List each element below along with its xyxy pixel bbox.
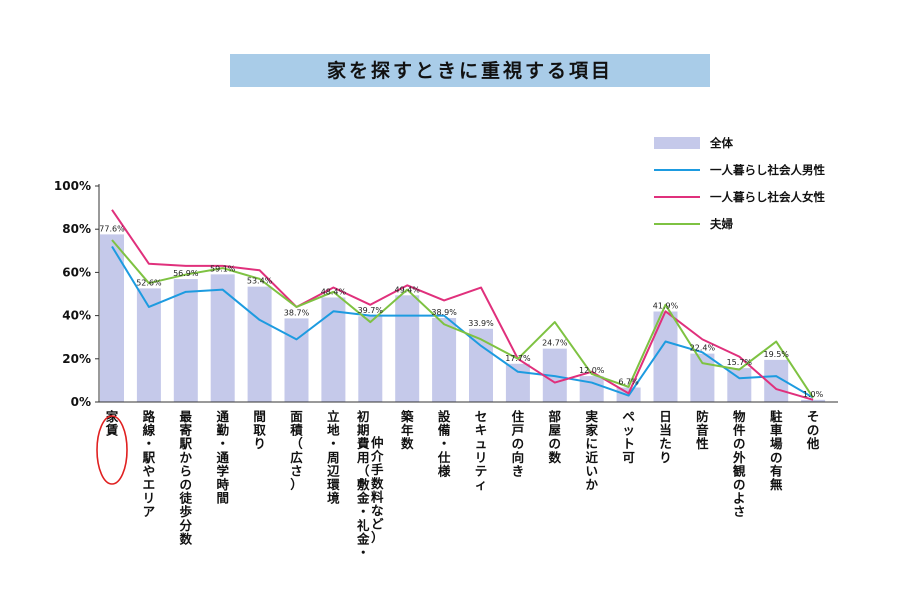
bar-value-label: 22.4% [690, 344, 716, 353]
bar-11 [469, 328, 493, 402]
legend-label: 一人暮らし社会人女性 [710, 190, 825, 204]
x-category-label: セキュリティ [475, 409, 488, 492]
bar-value-label: 38.7% [284, 308, 310, 317]
bar-value-label: 33.9% [468, 319, 494, 328]
highlight-layer [96, 415, 128, 485]
y-tick-label: 80% [62, 222, 91, 236]
bar-16 [653, 311, 678, 402]
legend-label: 夫婦 [710, 217, 733, 231]
axes [98, 184, 838, 403]
x-category-label: 最寄駅からの徒歩分数 [179, 409, 193, 546]
bar-value-label: 49.4% [394, 285, 420, 294]
bar-value-label: 38.9% [431, 308, 457, 317]
y-tick-label: 100% [54, 179, 91, 193]
bar-3 [173, 279, 198, 402]
chart-title-background [230, 54, 710, 87]
bar-value-label: 59.1% [210, 264, 236, 273]
bar-14 [579, 376, 604, 402]
y-tick-label: 40% [62, 309, 91, 323]
y-axis-ticks: 0% 20% 40% 60% 80% 100% [54, 179, 99, 409]
x-category-label: 日当たり [659, 409, 672, 465]
bar-value-label: 48.4% [321, 287, 347, 296]
bar-8 [358, 316, 383, 402]
y-tick-label: 20% [62, 352, 91, 366]
bar-labels-layer: 77.6% 52.6% 56.9% 59.1% 53.4% 38.7% 48.4% 39.7%… [99, 224, 823, 398]
bar-4 [210, 274, 235, 402]
series-line-2 [111, 209, 814, 401]
x-category-label: 駐車場の有無 [770, 409, 783, 492]
x-category-label: 実家に近いか [585, 409, 598, 492]
bar-6 [284, 318, 309, 402]
bar-value-label: 19.5% [763, 350, 789, 359]
legend-label: 一人暮らし社会人男性 [710, 163, 825, 177]
bar-9 [395, 295, 420, 402]
bar-value-label: 1.0% [803, 390, 824, 399]
x-category-label: その他 [806, 409, 820, 451]
chart-title: 家を探すときに重視する項目 [230, 54, 710, 87]
bar-12 [505, 363, 530, 402]
bar-value-label: 24.7% [542, 339, 568, 348]
bars-layer [100, 234, 826, 402]
legend-swatch-bar [654, 137, 700, 149]
bar-value-label: 17.7% [505, 354, 531, 363]
x-category-label: 間取り [253, 409, 266, 451]
bar-value-label: 52.6% [136, 278, 162, 287]
x-category-label: 仲介手数料など） [370, 435, 384, 545]
x-category-label: 物件の外観のよさ [732, 409, 746, 519]
bar-value-label: 53.4% [247, 277, 273, 286]
x-category-label: ペット可 [622, 409, 635, 465]
highlight-ellipse [96, 415, 128, 485]
bar-17 [690, 353, 715, 402]
bar-10 [432, 317, 457, 402]
x-axis-categories: 家賃 路線・駅やエリア 最寄駅からの徒歩分数 通勤・通学時間 間取り 面積（広さ） 立地・周… [105, 409, 820, 560]
x-category-label: 設備・仕様 [437, 409, 451, 478]
y-tick-label: 0% [71, 395, 91, 409]
x-category-label: 築年数 [400, 409, 414, 451]
x-category-label: 家賃 [105, 409, 119, 438]
bar-value-label: 56.9% [173, 269, 199, 278]
bar-5 [247, 286, 272, 402]
chart-title-text: 家を探すときに重視する項目 [327, 59, 613, 82]
x-category-label: 住戸の向き [512, 409, 525, 478]
x-category-label: 初期費用（敷金・礼金・ [356, 409, 370, 560]
x-category-label: 立地・周辺環境 [327, 409, 340, 506]
lines-layer [111, 209, 814, 401]
bar-20 [801, 399, 826, 402]
x-category-label: 防音性 [695, 409, 709, 451]
legend-label: 全体 [709, 136, 733, 150]
bar-1 [100, 234, 124, 402]
x-category-label: 面積（広さ） [289, 409, 303, 492]
bar-value-label: 12.0% [579, 366, 605, 375]
series-line-3 [111, 239, 814, 399]
x-category-label: 部屋の数 [548, 409, 562, 465]
x-category-label: 通勤・通学時間 [216, 409, 229, 506]
bar-value-label: 39.7% [358, 306, 384, 315]
bar-value-label: 77.6% [99, 224, 125, 233]
bar-value-label: 6.7% [618, 378, 639, 387]
x-category-label: 路線・駅やエリア [142, 409, 156, 519]
bar-7 [321, 297, 346, 402]
bar-value-label: 41.9% [653, 301, 679, 310]
y-tick-label: 60% [62, 265, 91, 279]
bar-value-label: 15.7% [727, 358, 753, 367]
